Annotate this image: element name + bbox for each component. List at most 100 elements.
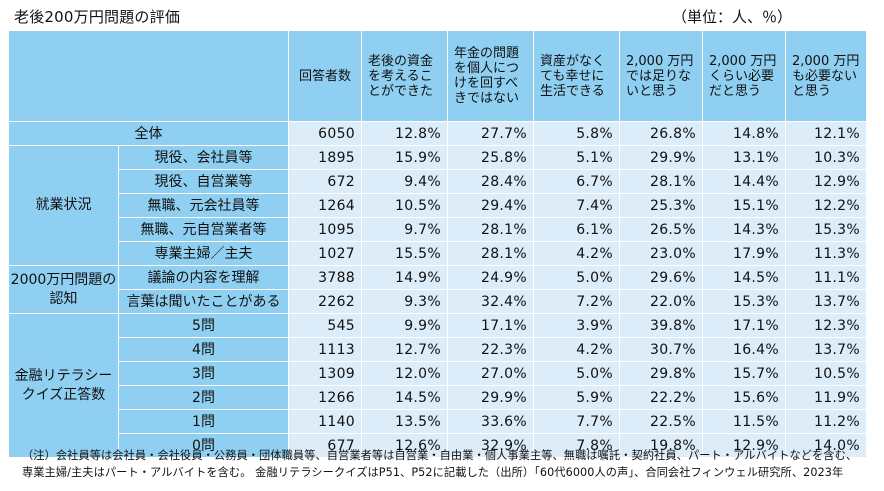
cell-value: 9.9%: [361, 313, 448, 338]
cell-value: 15.3%: [785, 217, 867, 242]
cell-value: 12.3%: [785, 313, 867, 338]
header-blank-cell: [8, 30, 289, 122]
cell-value: 28.1%: [447, 217, 534, 242]
header-not-enough: 2,000 万円では足りないと思う: [619, 30, 703, 122]
cell-value: 24.9%: [447, 265, 534, 290]
cell-value: 13.7%: [785, 337, 867, 362]
cell-respondents: 1895: [288, 145, 362, 170]
row-label: 3問: [118, 361, 289, 386]
cell-value: 5.0%: [533, 361, 620, 386]
row-label: 1問: [118, 409, 289, 434]
cell-value: 27.7%: [447, 121, 534, 146]
header-happy-without-assets: 資産がなくても幸せに生活できる: [533, 30, 620, 122]
cell-respondents: 1309: [288, 361, 362, 386]
cell-value: 29.9%: [447, 385, 534, 410]
cell-value: 9.4%: [361, 169, 448, 194]
table-row: 2問 1266 14.5% 29.9% 5.9% 22.2% 15.6% 11.…: [9, 385, 867, 410]
cell-value: 12.9%: [702, 433, 786, 458]
cell-value: 39.8%: [619, 313, 703, 338]
cell-value: 7.4%: [533, 193, 620, 218]
row-label: 5問: [118, 313, 289, 338]
header-could-think-funds: 老後の資金を考えることができた: [361, 30, 448, 122]
cell-value: 10.5%: [361, 193, 448, 218]
table-row-total: 全体 6050 12.8% 27.7% 5.8% 26.8% 14.8% 12.…: [8, 121, 867, 146]
cell-value: 17.1%: [702, 313, 786, 338]
table-row: 4問 1113 12.7% 22.3% 4.2% 30.7% 16.4% 13.…: [9, 337, 867, 362]
cell-respondents: 6050: [288, 121, 362, 146]
cell-value: 26.8%: [619, 121, 703, 146]
cell-value: 15.3%: [702, 289, 786, 314]
row-label: 現役、自営業等: [118, 169, 289, 194]
unit-label: （単位：人、％）: [671, 8, 792, 26]
cell-value: 7.8%: [533, 433, 620, 458]
evaluation-table: 回答者数 老後の資金を考えることができた 年金の問題を個人につけを回すべきではな…: [8, 30, 867, 458]
header-about-necessary: 2,000 万円くらい必要だと思う: [702, 30, 786, 122]
table-row: 無職、元自営業者等 1095 9.7% 28.1% 6.1% 26.5% 14.…: [9, 217, 867, 242]
cell-value: 4.2%: [533, 241, 620, 266]
cell-value: 6.1%: [533, 217, 620, 242]
cell-value: 5.0%: [533, 265, 620, 290]
cell-value: 12.1%: [785, 121, 867, 146]
cell-value: 3.9%: [533, 313, 620, 338]
cell-respondents: 1095: [288, 217, 362, 242]
cell-value: 11.3%: [785, 241, 867, 266]
cell-value: 15.6%: [702, 385, 786, 410]
table-row: 専業主婦／主夫 1027 15.5% 28.1% 4.2% 23.0% 17.9…: [9, 241, 867, 266]
cell-value: 30.7%: [619, 337, 703, 362]
row-label: 現役、会社員等: [118, 145, 289, 170]
cell-value: 22.2%: [619, 385, 703, 410]
cell-value: 22.0%: [619, 289, 703, 314]
cell-value: 12.8%: [361, 121, 448, 146]
cell-value: 14.5%: [361, 385, 448, 410]
row-label-total: 全体: [8, 121, 289, 146]
table-row: 3問 1309 12.0% 27.0% 5.0% 29.8% 15.7% 10.…: [9, 361, 867, 386]
cell-value: 14.3%: [702, 217, 786, 242]
cell-value: 12.6%: [361, 433, 448, 458]
table-row: 0問 677 12.6% 32.9% 7.8% 19.8% 12.9% 14.0…: [9, 433, 867, 458]
group-label-literacy-quiz: 金融リテラシークイズ正答数: [8, 313, 119, 458]
cell-value: 11.9%: [785, 385, 867, 410]
cell-value: 25.3%: [619, 193, 703, 218]
group-label-awareness: 2000万円問題の認知: [8, 265, 119, 314]
cell-value: 17.9%: [702, 241, 786, 266]
cell-value: 17.1%: [447, 313, 534, 338]
cell-value: 13.7%: [785, 289, 867, 314]
table-row: 無職、元会社員等 1264 10.5% 29.4% 7.4% 25.3% 15.…: [9, 193, 867, 218]
cell-value: 10.3%: [785, 145, 867, 170]
cell-respondents: 2262: [288, 289, 362, 314]
header-respondents: 回答者数: [288, 30, 362, 122]
cell-respondents: 672: [288, 169, 362, 194]
cell-value: 15.5%: [361, 241, 448, 266]
row-label: 0問: [118, 433, 289, 458]
cell-value: 9.3%: [361, 289, 448, 314]
header-pension-burden: 年金の問題を個人につけを回すべきではない: [447, 30, 534, 122]
footnote: （注）会社員等は会社員・会社役員・公務員・団体職員等、自営業者等は自営業・自由業…: [22, 449, 858, 479]
cell-value: 26.5%: [619, 217, 703, 242]
cell-value: 22.3%: [447, 337, 534, 362]
cell-value: 11.1%: [785, 265, 867, 290]
cell-value: 29.6%: [619, 265, 703, 290]
cell-value: 25.8%: [447, 145, 534, 170]
row-label: 4問: [118, 337, 289, 362]
table-row: 現役、自営業等 672 9.4% 28.4% 6.7% 28.1% 14.4% …: [9, 169, 867, 194]
table-row: 就業状況 現役、会社員等 1895 15.9% 25.8% 5.1% 29.9%…: [8, 145, 867, 266]
cell-value: 14.8%: [702, 121, 786, 146]
cell-value: 12.9%: [785, 169, 867, 194]
header-not-needed: 2,000 万円も必要ないと思う: [785, 30, 867, 122]
cell-value: 19.8%: [619, 433, 703, 458]
row-label: 無職、元自営業者等: [118, 217, 289, 242]
cell-value: 13.1%: [702, 145, 786, 170]
cell-value: 11.2%: [785, 409, 867, 434]
cell-value: 5.9%: [533, 385, 620, 410]
cell-value: 14.4%: [702, 169, 786, 194]
cell-value: 12.7%: [361, 337, 448, 362]
row-label: 言葉は聞いたことがある: [118, 289, 289, 314]
cell-value: 5.8%: [533, 121, 620, 146]
cell-respondents: 1266: [288, 385, 362, 410]
cell-value: 28.1%: [619, 169, 703, 194]
table-row: 金融リテラシークイズ正答数 5問 545 9.9% 17.1% 3.9% 39.…: [8, 313, 867, 458]
cell-value: 32.4%: [447, 289, 534, 314]
cell-value: 15.9%: [361, 145, 448, 170]
row-label: 専業主婦／主夫: [118, 241, 289, 266]
cell-value: 22.5%: [619, 409, 703, 434]
